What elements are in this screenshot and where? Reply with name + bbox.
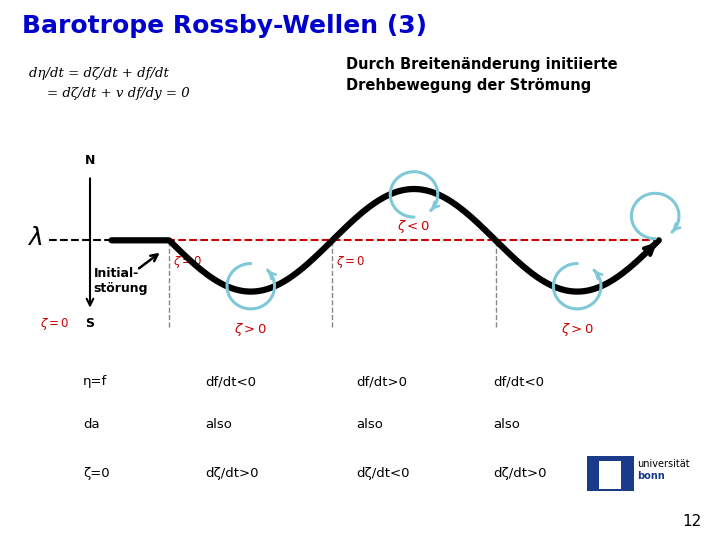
Text: $\zeta > 0$: $\zeta > 0$ [561, 321, 594, 338]
Text: Barotrope Rossby-Wellen (3): Barotrope Rossby-Wellen (3) [22, 14, 426, 37]
Text: dζ/dt>0: dζ/dt>0 [205, 467, 258, 480]
Text: Initial-
störung: Initial- störung [94, 267, 148, 295]
Text: η=f: η=f [83, 375, 107, 388]
Text: $\lambda$: $\lambda$ [27, 226, 42, 249]
Text: S: S [86, 317, 94, 330]
Text: bonn: bonn [637, 471, 665, 481]
Text: df/dt<0: df/dt<0 [205, 375, 256, 388]
Text: $\zeta = 0$: $\zeta = 0$ [40, 316, 69, 332]
Text: $\zeta = 0$: $\zeta = 0$ [173, 254, 202, 270]
Text: $\zeta > 0$: $\zeta > 0$ [234, 321, 267, 338]
FancyBboxPatch shape [587, 456, 634, 491]
Text: universität: universität [637, 460, 690, 469]
Text: also: also [205, 418, 232, 431]
FancyBboxPatch shape [599, 461, 621, 489]
Text: Durch Breitenänderung initiierte
Drehbewegung der Strömung: Durch Breitenänderung initiierte Drehbew… [346, 57, 617, 93]
Text: dη/dt = dζ/dt + df/dt: dη/dt = dζ/dt + df/dt [29, 68, 168, 80]
Text: dζ/dt<0: dζ/dt<0 [356, 467, 410, 480]
Text: also: also [356, 418, 383, 431]
Text: ζ=0: ζ=0 [83, 467, 109, 480]
Text: $\zeta = 0$: $\zeta = 0$ [336, 254, 366, 270]
Text: $\zeta < 0$: $\zeta < 0$ [397, 218, 431, 235]
Text: da: da [83, 418, 99, 431]
Text: 12: 12 [683, 514, 702, 529]
Text: N: N [85, 154, 95, 167]
Text: dζ/dt>0: dζ/dt>0 [493, 467, 546, 480]
Text: df/dt>0: df/dt>0 [356, 375, 408, 388]
Text: also: also [493, 418, 520, 431]
Text: = dζ/dt + v df/dy = 0: = dζ/dt + v df/dy = 0 [47, 87, 189, 100]
Text: df/dt<0: df/dt<0 [493, 375, 544, 388]
